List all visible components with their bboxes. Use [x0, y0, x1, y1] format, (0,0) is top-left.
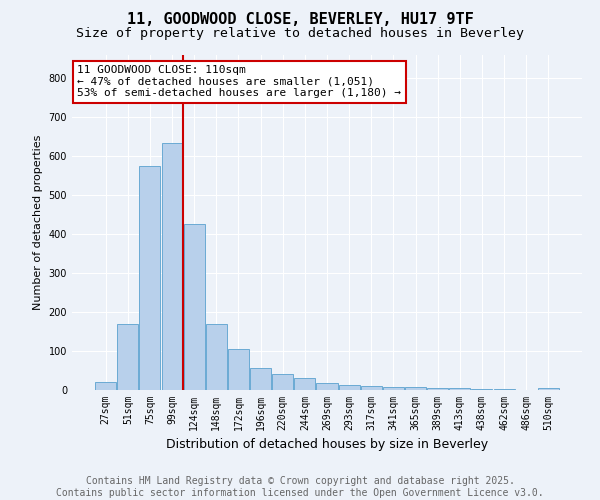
Bar: [184, 224, 205, 390]
Bar: [206, 324, 227, 390]
Bar: [494, 389, 515, 390]
Bar: [361, 386, 382, 390]
Bar: [272, 374, 293, 390]
Bar: [118, 324, 139, 390]
Bar: [250, 368, 271, 390]
Bar: [295, 378, 316, 390]
Bar: [316, 384, 338, 390]
Y-axis label: Number of detached properties: Number of detached properties: [33, 135, 43, 310]
Bar: [538, 388, 559, 390]
Text: 11 GOODWOOD CLOSE: 110sqm
← 47% of detached houses are smaller (1,051)
53% of se: 11 GOODWOOD CLOSE: 110sqm ← 47% of detac…: [77, 65, 401, 98]
Bar: [95, 382, 116, 390]
Text: Size of property relative to detached houses in Beverley: Size of property relative to detached ho…: [76, 28, 524, 40]
Bar: [405, 388, 426, 390]
Bar: [228, 349, 249, 390]
Bar: [161, 142, 182, 390]
X-axis label: Distribution of detached houses by size in Beverley: Distribution of detached houses by size …: [166, 438, 488, 452]
Bar: [472, 389, 493, 390]
Bar: [139, 166, 160, 390]
Text: 11, GOODWOOD CLOSE, BEVERLEY, HU17 9TF: 11, GOODWOOD CLOSE, BEVERLEY, HU17 9TF: [127, 12, 473, 28]
Text: Contains HM Land Registry data © Crown copyright and database right 2025.
Contai: Contains HM Land Registry data © Crown c…: [56, 476, 544, 498]
Bar: [449, 388, 470, 390]
Bar: [383, 387, 404, 390]
Bar: [338, 386, 359, 390]
Bar: [427, 388, 448, 390]
